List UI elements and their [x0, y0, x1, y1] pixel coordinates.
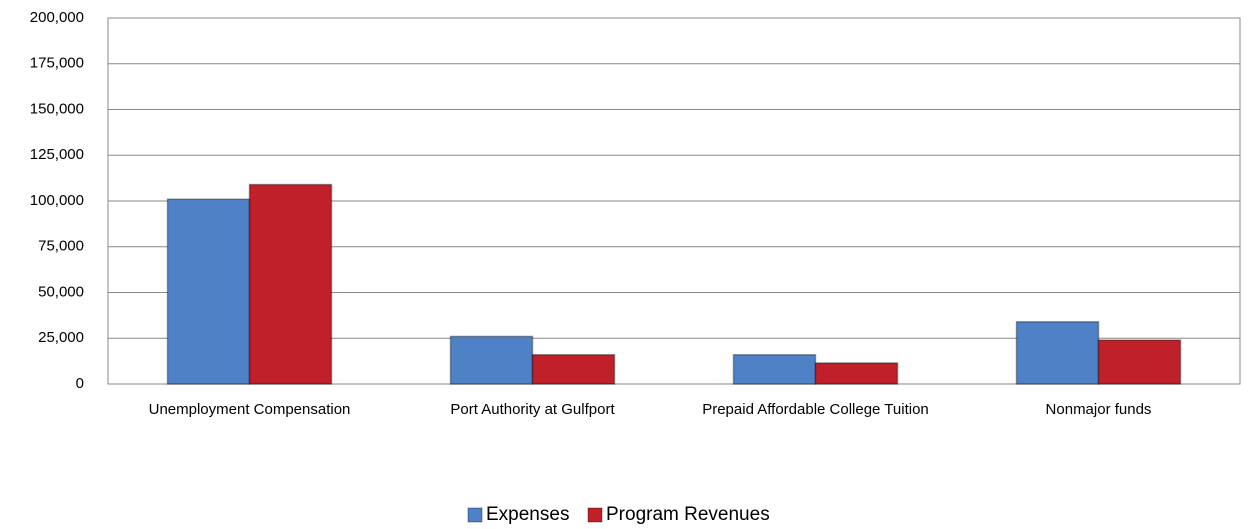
y-tick-label: 200,000	[30, 9, 84, 26]
x-tick-label: Prepaid Affordable College Tuition	[702, 401, 929, 418]
y-tick-label: 175,000	[30, 55, 84, 72]
legend-label: Expenses	[486, 504, 569, 525]
y-tick-label: 100,000	[30, 192, 84, 209]
bar	[248, 183, 333, 385]
bar	[1015, 321, 1100, 385]
bar	[449, 335, 534, 385]
x-tick-label: Unemployment Compensation	[148, 401, 351, 418]
bar	[814, 362, 899, 385]
y-tick-label: 125,000	[30, 146, 84, 163]
bar	[531, 353, 616, 385]
x-tick-label: Nonmajor funds	[1045, 401, 1152, 418]
y-tick-label: 0	[76, 375, 84, 392]
y-tick-label: 150,000	[30, 100, 84, 117]
bar	[166, 198, 251, 385]
legend-marker	[467, 507, 483, 523]
bar	[732, 353, 817, 385]
legend-label: Program Revenues	[606, 504, 770, 525]
y-tick-label: 25,000	[38, 329, 84, 346]
bar	[1097, 339, 1182, 385]
y-tick-label: 75,000	[38, 238, 84, 255]
legend-marker	[587, 507, 603, 523]
x-tick-label: Port Authority at Gulfport	[450, 401, 615, 418]
y-tick-label: 50,000	[38, 283, 84, 300]
